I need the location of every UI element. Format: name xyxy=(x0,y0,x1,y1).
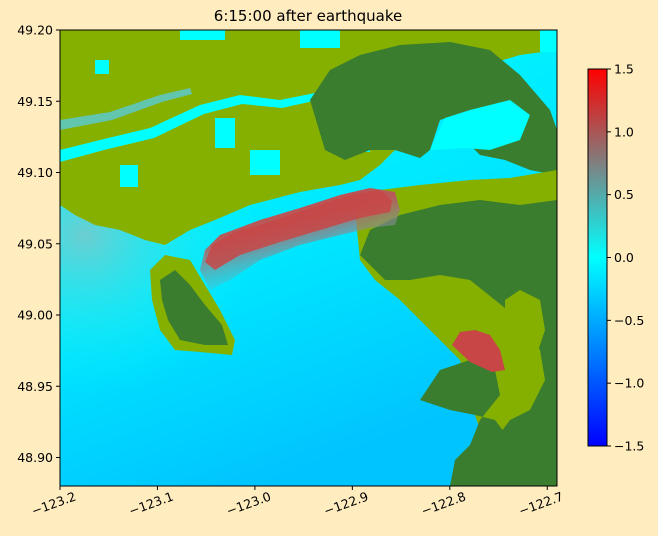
highland-southeast xyxy=(420,360,557,486)
chart-title: 6:15:00 after earthquake xyxy=(214,7,402,25)
colorbar-tick-label: 1.0 xyxy=(614,124,634,139)
y-axis: 48.90 48.95 49.00 49.05 49.10 49.15 49.20 xyxy=(17,23,60,465)
x-tick-label: −122.9 xyxy=(322,489,371,519)
colorbar-tick-label: −0.5 xyxy=(614,313,644,328)
peninsula-highland xyxy=(160,270,228,345)
map-area xyxy=(60,30,557,486)
water-patch-a xyxy=(215,118,235,148)
colorbar-tick-label: 1.5 xyxy=(614,62,634,77)
colorbar-tick-label: 0.5 xyxy=(614,187,634,202)
x-tick-label: −122.7 xyxy=(517,489,566,519)
highland-east xyxy=(360,200,557,486)
surge-band-core xyxy=(205,190,392,270)
colorbar xyxy=(587,68,608,447)
y-tick-label: 49.15 xyxy=(17,94,53,109)
x-axis: −123.2 −123.1 −123.0 −122.9 −122.8 −122.7 xyxy=(29,486,565,518)
inlet-water xyxy=(430,100,530,150)
foreshore-east xyxy=(505,290,545,365)
water-patch-c xyxy=(300,30,340,48)
water-patch-f xyxy=(95,60,109,74)
water-patch-g xyxy=(250,150,280,175)
river-channel-2 xyxy=(60,88,192,130)
y-tick-label: 49.05 xyxy=(17,236,53,251)
x-tick-label: −123.1 xyxy=(127,489,176,519)
y-tick-label: 48.90 xyxy=(17,450,53,465)
colorbar-tick-label: −1.0 xyxy=(614,376,644,391)
x-tick-label: −122.8 xyxy=(419,489,468,519)
plot-frame xyxy=(59,29,558,487)
colorbar-tick-label: −1.5 xyxy=(614,439,644,454)
x-tick-label: −123.0 xyxy=(224,489,273,519)
y-tick-label: 48.95 xyxy=(17,379,53,394)
y-tick-label: 49.10 xyxy=(17,165,53,180)
x-tick-label: −123.2 xyxy=(29,489,78,519)
y-tick-label: 49.20 xyxy=(17,23,53,38)
surge-band-south xyxy=(452,330,505,372)
colorbar-axis: −1.5 −1.0 −0.5 0.0 0.5 1.0 1.5 xyxy=(607,62,644,454)
water-patch-e xyxy=(540,30,557,52)
river-channel xyxy=(60,92,320,162)
water-patch-d xyxy=(180,30,225,40)
y-tick-label: 49.00 xyxy=(17,308,53,323)
water-patch-b xyxy=(120,165,138,187)
colorbar-tick-label: 0.0 xyxy=(614,250,634,265)
